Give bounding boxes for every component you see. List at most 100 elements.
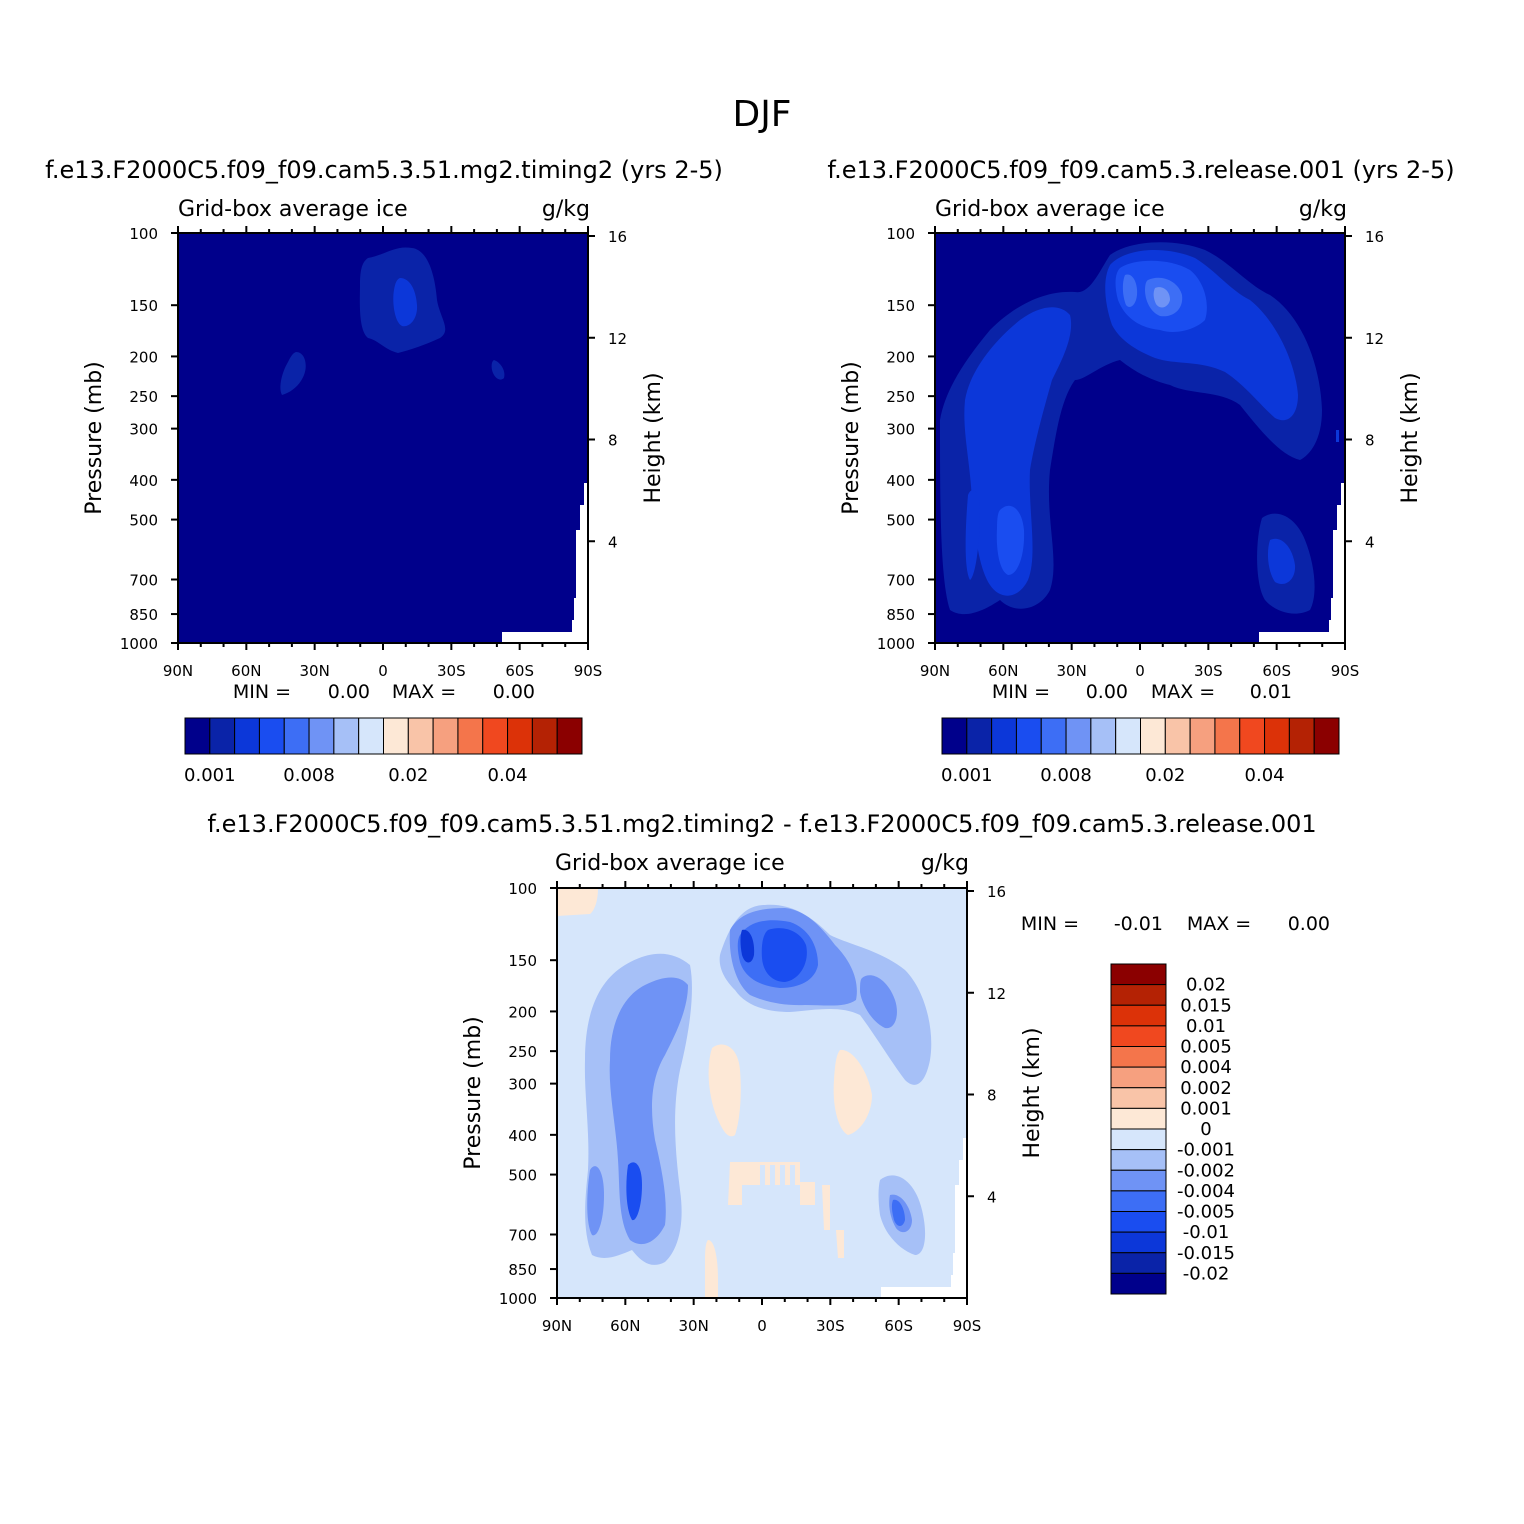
max-label: MAX = — [392, 681, 456, 703]
colorbar-box — [1110, 1252, 1167, 1274]
y-tick-label: 700 — [886, 571, 915, 589]
colorbar-box — [1110, 1272, 1167, 1295]
y-tick-label: 850 — [508, 1261, 537, 1279]
y-right-tick-label: 8 — [608, 432, 618, 450]
colorbar-box — [966, 717, 993, 755]
colorbar-label: 0.005 — [1180, 1037, 1232, 1058]
colorbar-box — [432, 717, 459, 755]
colorbar-box — [531, 717, 558, 755]
colorbar-label: 0.008 — [1040, 765, 1092, 786]
x-tick-label: 90N — [920, 662, 950, 680]
colorbar: 0.001 0.008 0.02 0.04 — [941, 717, 1340, 786]
colorbar-label: 0.04 — [1245, 765, 1285, 786]
contour-region — [1153, 287, 1170, 308]
x-tick-label: 90N — [542, 1317, 572, 1335]
colorbar-box — [1110, 963, 1167, 986]
y-tick-label: 850 — [886, 606, 915, 624]
y-right-tick-label: 4 — [987, 1188, 997, 1206]
panel-bottom: f.e13.F2000C5.f09_f09.cam5.3.51.mg2.timi… — [207, 810, 1330, 1335]
colorbar-box — [1140, 717, 1166, 755]
contour-field — [178, 233, 588, 643]
y-tick-label: 150 — [129, 297, 158, 315]
colorbar-box — [1110, 1211, 1167, 1233]
colorbar-label: 0.004 — [1180, 1057, 1232, 1078]
colorbar-label: 0.002 — [1180, 1078, 1232, 1099]
colorbar-box — [383, 717, 409, 755]
colorbar-label: -0.02 — [1183, 1263, 1230, 1284]
y-tick-label: 250 — [886, 388, 915, 406]
colorbar-box — [283, 717, 310, 755]
contour-field — [557, 888, 967, 1298]
y-right-tick-label: 16 — [987, 883, 1006, 901]
colorbar-box — [941, 717, 968, 755]
colorbar-box — [1015, 717, 1042, 755]
contour-region — [626, 1162, 642, 1221]
y-tick-label: 300 — [129, 421, 158, 439]
contour-region — [1122, 274, 1138, 307]
units-label: g/kg — [1299, 197, 1347, 222]
y-axis-right-label: Height (km) — [641, 372, 666, 503]
x-tick-label: 30N — [679, 1317, 709, 1335]
colorbar-box — [333, 717, 360, 755]
y-tick-label: 400 — [508, 1127, 537, 1145]
y-tick-label: 500 — [508, 1167, 537, 1185]
colorbar: 0.020.0150.010.0050.0040.0020.0010-0.001… — [1110, 963, 1235, 1295]
y-tick-label: 500 — [886, 512, 915, 530]
colorbar-box — [1110, 984, 1167, 1006]
colorbar-label: 0.04 — [488, 765, 528, 786]
min-label: MIN = — [992, 681, 1050, 703]
colorbar-box — [209, 717, 236, 755]
colorbar-box — [1264, 717, 1290, 755]
panel-title: f.e13.F2000C5.f09_f09.cam5.3.51.mg2.timi… — [45, 156, 723, 184]
colorbar-box — [1110, 1169, 1167, 1192]
contour-region — [761, 928, 807, 982]
units-label: g/kg — [921, 851, 969, 876]
colorbar-box — [482, 717, 509, 755]
colorbar-label: -0.002 — [1177, 1160, 1235, 1181]
colorbar-label: 0.01 — [1186, 1016, 1226, 1037]
contour-region — [836, 1230, 844, 1258]
axes: 90N 60N 30N 0 30S 60S 90S 100 150 200 250 300 400 500… — [499, 880, 1006, 1335]
contour-region — [557, 888, 598, 916]
x-tick-label: 90S — [574, 662, 603, 680]
x-tick-label: 30S — [1194, 662, 1223, 680]
x-tick-label: 0 — [1135, 662, 1145, 680]
contour-region — [800, 1182, 815, 1205]
colorbar: 0.001 0.008 0.02 0.04 — [184, 717, 583, 786]
x-tick-label: 60N — [988, 662, 1018, 680]
y-axis-right-label: Height (km) — [1020, 1027, 1045, 1158]
y-tick-label: 150 — [886, 297, 915, 315]
contour-region — [1267, 538, 1296, 585]
y-axis-label: Pressure (mb) — [82, 361, 107, 515]
topography-mask — [881, 1138, 967, 1298]
contour-region — [965, 490, 980, 580]
y-tick-label: 300 — [508, 1076, 537, 1094]
max-label: MAX = — [1151, 681, 1215, 703]
x-tick-label: 60N — [610, 1317, 640, 1335]
y-tick-label: 250 — [508, 1043, 537, 1061]
x-tick-label: 90S — [953, 1317, 982, 1335]
colorbar-box — [507, 717, 533, 755]
y-right-tick-label: 12 — [1365, 330, 1384, 348]
y-tick-label: 150 — [508, 952, 537, 970]
colorbar-box — [258, 717, 285, 755]
y-tick-label: 200 — [886, 348, 915, 366]
y-right-tick-label: 8 — [987, 1087, 997, 1105]
x-tick-label: 0 — [378, 662, 388, 680]
axes: 90N 60N 30N 0 30S 60S 90S 100 150 200 250 300 400 500… — [120, 225, 627, 680]
colorbar-box — [1110, 1087, 1167, 1109]
colorbar-box — [1164, 717, 1191, 755]
colorbar-box — [308, 717, 335, 755]
y-right-tick-label: 4 — [608, 533, 618, 551]
min-label: MIN = — [1021, 913, 1079, 935]
colorbar-label: 0.001 — [184, 765, 236, 786]
topography-mask — [502, 483, 588, 643]
colorbar-label: 0 — [1200, 1119, 1211, 1140]
figure-title: DJF — [732, 94, 791, 135]
y-axis-label: Pressure (mb) — [839, 361, 864, 515]
colorbar-box — [457, 717, 484, 755]
min-value: 0.00 — [328, 681, 370, 703]
x-tick-label: 60N — [231, 662, 261, 680]
y-tick-label: 700 — [129, 571, 158, 589]
